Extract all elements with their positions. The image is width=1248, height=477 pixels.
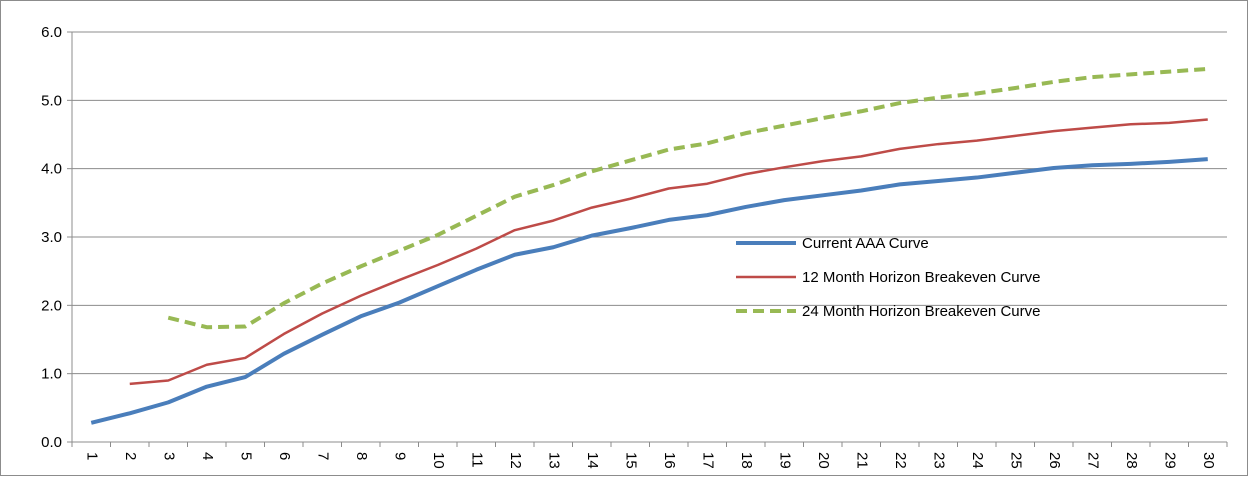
x-tick-label: 5: [237, 452, 254, 460]
series-line-2: [129, 118, 1208, 386]
x-tick-label: 22: [892, 452, 909, 469]
x-tick-label: 15: [622, 452, 639, 469]
x-tick-label: 17: [699, 452, 716, 469]
x-tick-label: 27: [1084, 452, 1101, 469]
y-tick-label: 5.0: [41, 92, 62, 109]
y-tick-label: 4.0: [41, 161, 62, 178]
x-tick-label: 2: [122, 452, 139, 460]
x-tick-label: 30: [1200, 452, 1217, 469]
x-tick-label: 13: [545, 452, 562, 469]
x-tick-label: 9: [391, 452, 408, 460]
x-tick-label: 6: [276, 452, 293, 460]
x-tick-label: 20: [815, 452, 832, 469]
y-tick-label: 3.0: [41, 229, 62, 246]
x-tick-label: 4: [199, 452, 216, 460]
x-tick-label: 3: [160, 452, 177, 460]
y-tick-label: 2.0: [41, 297, 62, 314]
x-tick-label: 1: [83, 452, 100, 460]
legend-label-2: 12 Month Horizon Breakeven Curve: [802, 269, 1040, 286]
legend-label-1: Current AAA Curve: [802, 235, 929, 252]
x-tick-label: 23: [930, 452, 947, 469]
x-tick-label: 25: [1007, 452, 1024, 469]
x-tick-label: 28: [1123, 452, 1140, 469]
x-tick-label: 7: [314, 452, 331, 460]
x-tick-label: 26: [1046, 452, 1063, 469]
x-tick-label: 29: [1161, 452, 1178, 469]
x-tick-label: 11: [468, 452, 485, 468]
series-line-1: [90, 157, 1208, 425]
x-tick-label: 16: [661, 452, 678, 469]
x-tick-label: 8: [353, 452, 370, 460]
series-line-3: [167, 66, 1208, 330]
x-tick-label: 21: [853, 452, 870, 469]
x-tick-label: 24: [969, 452, 986, 469]
x-tick-label: 19: [776, 452, 793, 469]
x-tick-label: 10: [430, 452, 447, 469]
x-tick-label: 18: [738, 452, 755, 469]
legend-label-3: 24 Month Horizon Breakeven Curve: [802, 303, 1040, 320]
y-tick-label: 1.0: [41, 366, 62, 383]
x-tick-label: 14: [584, 452, 601, 469]
x-tick-label: 12: [507, 452, 524, 469]
y-tick-label: 6.0: [41, 24, 62, 41]
y-tick-label: 0.0: [41, 434, 62, 451]
